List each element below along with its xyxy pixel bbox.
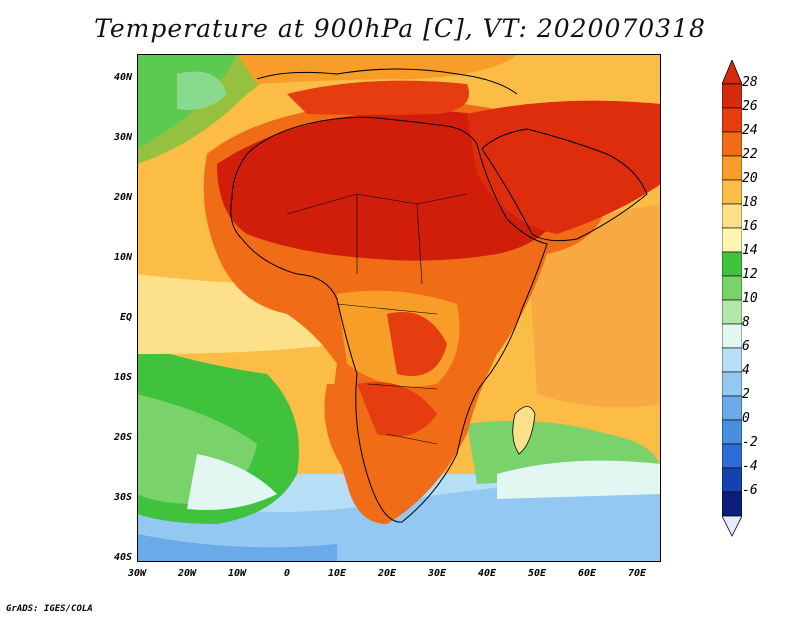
southern-africa-hot (357, 382, 437, 437)
colorbar-label: 6 (742, 339, 750, 354)
country-borders (286, 193, 468, 445)
colorbar-swatch (722, 155, 742, 181)
arabia-heat (467, 100, 661, 235)
colorbar-label: 26 (742, 99, 758, 114)
colorbar-swatch (722, 251, 742, 277)
lat-label: 10S (113, 372, 132, 383)
footer-credit: GrADS: IGES/COLA (6, 604, 93, 614)
colorbar-label: -6 (742, 483, 758, 498)
lon-label: 60E (577, 568, 597, 579)
colorbar-label: 12 (742, 267, 758, 282)
colorbar-label: 20 (742, 171, 758, 186)
colorbar-swatch (722, 179, 742, 205)
colorbar-top-arrow (722, 60, 742, 85)
colorbar-swatch (722, 203, 742, 229)
lon-label: 40E (477, 568, 497, 579)
colorbar-label: 0 (742, 411, 750, 426)
arabia-coastline (481, 128, 648, 242)
colorbar-swatch (722, 347, 742, 373)
colorbar-label: 2 (742, 387, 750, 402)
colorbar-swatch (722, 323, 742, 349)
lat-label: 40S (113, 552, 132, 563)
colorbar-swatch (722, 83, 742, 109)
colorbar-swatch (722, 419, 742, 445)
colorbar-label: -4 (742, 459, 758, 474)
lon-label: 30W (127, 568, 147, 579)
colorbar (722, 60, 742, 537)
lon-label: 30E (427, 568, 447, 579)
africa-coastline (230, 116, 548, 523)
mediterranean (287, 80, 469, 115)
colorbar-swatch (722, 107, 742, 133)
lon-label: 20E (377, 568, 397, 579)
lat-label: 30S (113, 492, 132, 503)
europe-coastline (256, 68, 518, 95)
east-africa-hot (387, 312, 447, 376)
colorbar-swatch (722, 131, 742, 157)
lat-label: 20N (113, 192, 132, 203)
lat-label: 40N (113, 72, 132, 83)
lat-label: 30N (113, 132, 132, 143)
lat-label: 20S (113, 432, 132, 443)
colorbar-label: 10 (742, 291, 758, 306)
madagascar (512, 406, 536, 455)
colorbar-label: -2 (742, 435, 758, 450)
colorbar-label: 18 (742, 195, 758, 210)
colorbar-swatch (722, 395, 742, 421)
colorbar-swatch (722, 371, 742, 397)
colorbar-swatch (722, 227, 742, 253)
europe-north (237, 54, 517, 84)
colorbar-label: 8 (742, 315, 750, 330)
indian-ocean-warm (527, 204, 661, 408)
south-atlantic-pale (187, 454, 277, 510)
colorbar-label: 16 (742, 219, 758, 234)
colorbar-bottom-arrow (722, 515, 742, 537)
map-frame (137, 54, 661, 562)
colorbar-swatch (722, 443, 742, 469)
colorbar-label: 4 (742, 363, 750, 378)
lon-label: 50E (527, 568, 547, 579)
lon-label: 0 (283, 568, 291, 579)
lat-label: EQ (119, 312, 132, 323)
lon-label: 10E (327, 568, 347, 579)
colorbar-label: 24 (742, 123, 758, 138)
temperature-map (137, 54, 661, 562)
azores-green (137, 54, 277, 164)
lat-label: 10N (113, 252, 132, 263)
colorbar-swatch (722, 275, 742, 301)
colorbar-label: 28 (742, 75, 758, 90)
colorbar-swatch (722, 467, 742, 493)
indian-ocean-pale (497, 460, 661, 499)
south-pole-blue (137, 534, 337, 562)
map-title: Temperature at 900hPa [C], VT: 202007031… (94, 14, 706, 43)
colorbar-swatch (722, 491, 742, 517)
lon-label: 10W (227, 568, 247, 579)
colorbar-label: 14 (742, 243, 758, 258)
colorbar-swatch (722, 299, 742, 325)
lon-label: 70E (627, 568, 647, 579)
lon-label: 20W (177, 568, 197, 579)
colorbar-label: 22 (742, 147, 758, 162)
